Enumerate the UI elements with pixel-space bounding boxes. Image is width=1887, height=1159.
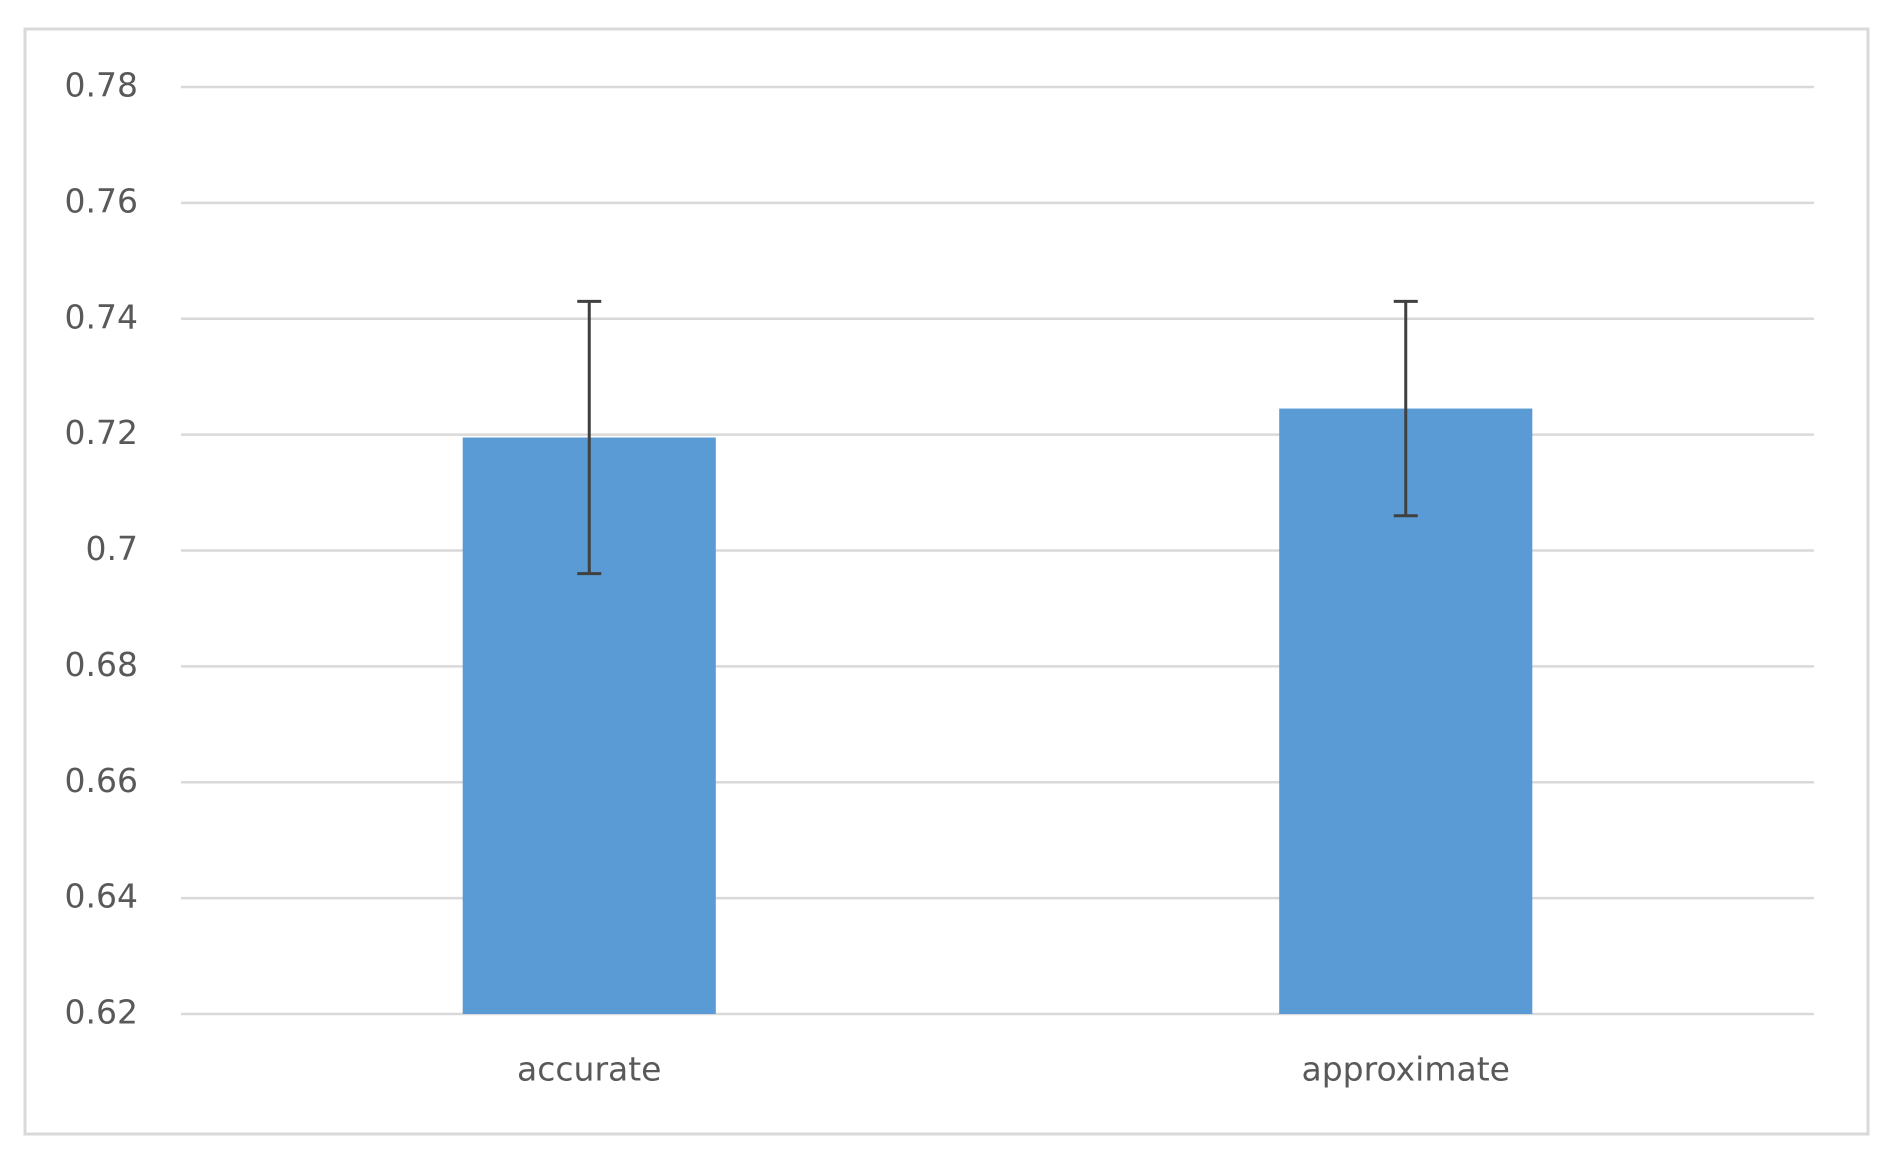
y-tick-label: 0.68: [65, 645, 138, 684]
y-tick-label: 0.7: [86, 529, 138, 568]
y-tick-label: 0.74: [65, 297, 138, 336]
y-tick-label: 0.64: [65, 877, 138, 916]
y-tick-label: 0.76: [65, 181, 138, 220]
y-tick-label: 0.78: [65, 66, 138, 105]
x-tick-label: approximate: [1302, 1050, 1510, 1089]
error-bar: [577, 299, 602, 576]
chart-border: [23, 27, 1870, 1136]
x-tick-label: accurate: [517, 1050, 661, 1089]
y-tick-label: 0.62: [65, 993, 138, 1032]
y-tick-label: 0.72: [65, 413, 138, 452]
error-bar: [1393, 299, 1418, 518]
y-tick-label: 0.66: [65, 761, 138, 800]
